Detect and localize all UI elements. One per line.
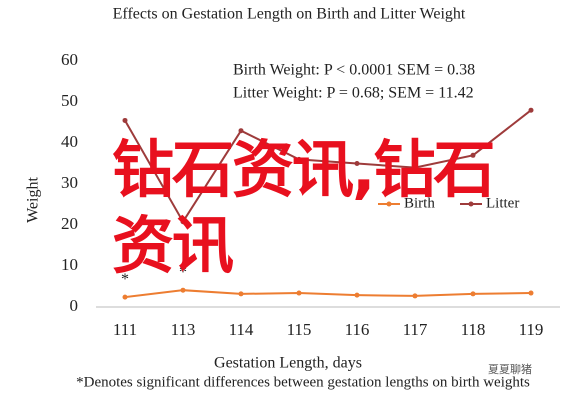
y-tick-label: 20 <box>61 214 78 233</box>
x-tick-label: 111 <box>113 320 137 339</box>
x-tick-label: 116 <box>345 320 370 339</box>
point <box>296 290 302 296</box>
point <box>238 128 244 134</box>
y-tick-label: 30 <box>61 173 78 192</box>
point <box>470 152 476 158</box>
annotation: Litter Weight: P = 0.68; SEM = 11.42 <box>233 85 474 102</box>
point <box>528 290 534 296</box>
point <box>412 293 418 299</box>
x-tick-label: 114 <box>229 320 254 339</box>
series-line <box>124 109 532 224</box>
logo: 夏夏聊猪 <box>488 363 532 376</box>
x-tick-label: 115 <box>287 320 312 339</box>
point <box>122 117 128 123</box>
y-tick-label: 10 <box>61 255 78 274</box>
legend-label: Litter <box>486 195 519 211</box>
y-tick-label: 0 <box>70 296 79 315</box>
significance-marker: * <box>121 271 129 288</box>
legend-marker <box>386 201 392 207</box>
x-axis-label: Gestation Length, days <box>214 355 362 372</box>
point <box>238 291 244 297</box>
point <box>412 165 418 171</box>
point <box>528 107 534 113</box>
point <box>180 287 186 293</box>
chart-title: Effects on Gestation Length on Birth and… <box>113 6 466 23</box>
point <box>470 291 476 297</box>
y-axis-label: Weight <box>25 177 42 223</box>
x-tick-label: 113 <box>171 320 196 339</box>
point <box>296 156 302 162</box>
point <box>122 294 128 300</box>
annotation: Birth Weight: P < 0.0001 SEM = 0.38 <box>233 62 475 79</box>
x-tick-label: 118 <box>461 320 486 339</box>
legend-label: Birth <box>404 195 435 211</box>
watermark: 钻石资讯,钻石资讯 <box>112 133 496 282</box>
point <box>354 161 360 166</box>
y-tick-label: 50 <box>61 91 78 110</box>
x-tick-label: 119 <box>519 320 544 339</box>
legend-marker <box>468 201 474 207</box>
point <box>180 219 186 225</box>
series-line <box>124 289 532 299</box>
footnote: *Denotes significant differences between… <box>76 374 530 390</box>
point <box>354 292 360 298</box>
y-tick-label: 40 <box>61 132 78 151</box>
y-tick-label: 60 <box>61 50 78 69</box>
significance-marker: * <box>179 264 187 281</box>
x-tick-label: 117 <box>403 320 428 339</box>
